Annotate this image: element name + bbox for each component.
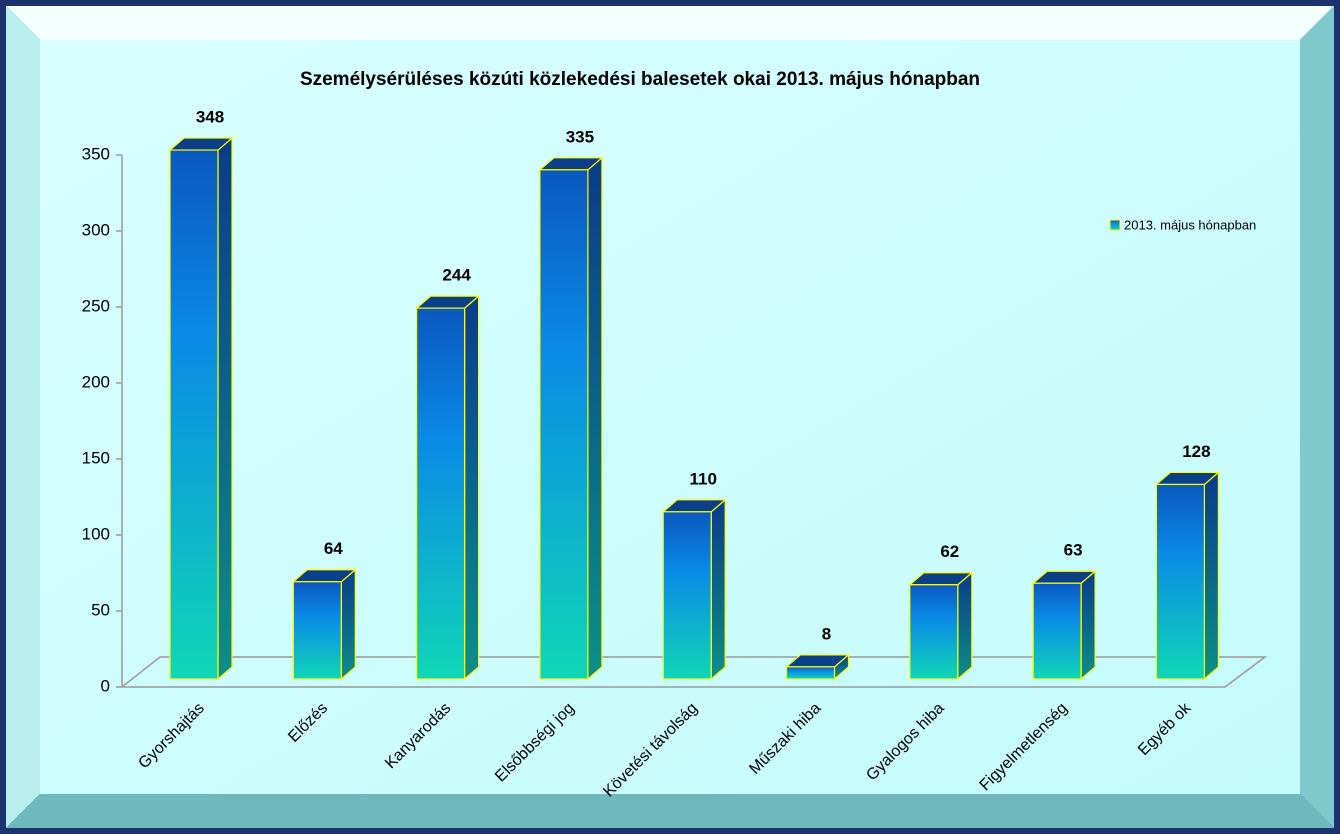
bar — [661, 498, 727, 681]
data-label: 244 — [442, 266, 471, 285]
bar-front — [1032, 582, 1082, 680]
bar — [1154, 471, 1221, 681]
bar — [1031, 569, 1097, 681]
bar-side — [1203, 471, 1220, 681]
bar-side — [217, 136, 233, 681]
bar — [908, 571, 974, 681]
bevel — [6, 6, 1334, 40]
bar — [168, 136, 234, 681]
bar — [538, 156, 604, 681]
bar-front — [416, 307, 466, 680]
bevel — [1300, 6, 1334, 828]
bar-front — [662, 511, 712, 680]
data-label: 63 — [1064, 541, 1083, 560]
data-label: 335 — [566, 127, 594, 146]
bar — [291, 568, 357, 681]
bar-side — [340, 568, 356, 681]
y-tick-label: 200 — [82, 372, 110, 391]
y-tick-label: 100 — [82, 524, 110, 543]
legend-label: 2013. május hónapban — [1124, 217, 1256, 232]
bar-front — [292, 581, 342, 680]
y-tick-label: 0 — [101, 676, 110, 695]
bar-front — [1155, 483, 1206, 680]
legend-swatch — [1109, 219, 1121, 231]
bevel — [6, 794, 1334, 828]
bevel — [6, 6, 40, 828]
bar-front — [169, 149, 219, 680]
data-label: 62 — [940, 542, 959, 561]
bar-side — [1080, 569, 1096, 681]
y-tick-label: 350 — [82, 144, 110, 163]
chart-title: Személysérüléses közúti közlekedési bale… — [300, 69, 980, 90]
data-label: 8 — [822, 624, 831, 643]
data-label: 128 — [1182, 442, 1210, 461]
bar — [784, 653, 851, 681]
data-label: 348 — [196, 108, 224, 127]
y-tick-label: 250 — [82, 296, 110, 315]
data-label: 110 — [689, 469, 716, 488]
bar-side — [710, 498, 726, 681]
bar-front — [785, 666, 836, 680]
floor — [119, 656, 1268, 688]
bar-front — [539, 169, 589, 680]
bar — [414, 294, 481, 681]
data-label: 64 — [324, 539, 343, 558]
y-tick-label: 150 — [82, 448, 110, 467]
bar-side — [464, 294, 480, 681]
bar-front — [909, 584, 959, 680]
y-tick-label: 50 — [91, 600, 110, 619]
y-tick-label: 300 — [82, 220, 110, 239]
bar-side — [587, 156, 603, 681]
bar-side — [957, 571, 973, 681]
